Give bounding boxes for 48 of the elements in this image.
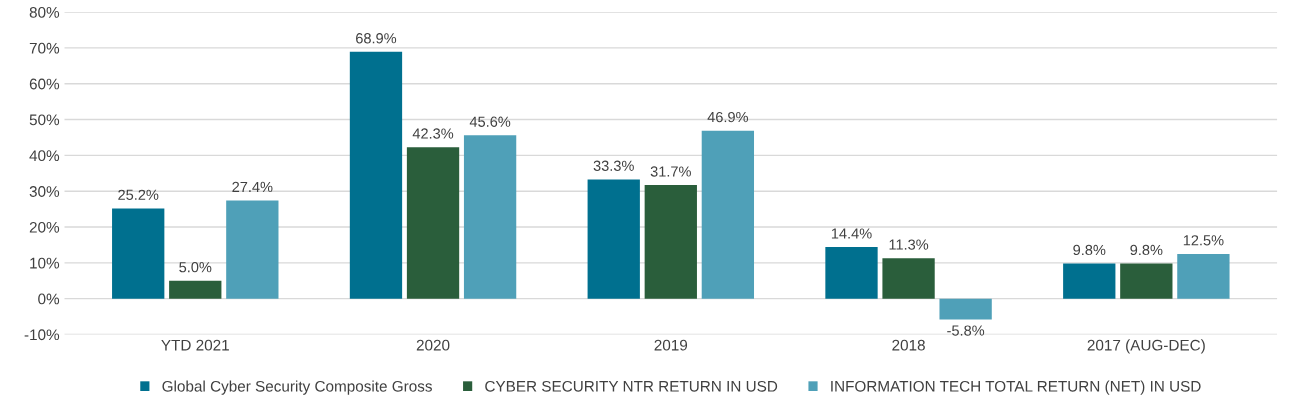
bar — [169, 280, 222, 299]
bar — [1120, 263, 1173, 299]
legend-label: CYBER SECURITY NTR RETURN IN USD — [485, 380, 778, 392]
bar — [1177, 253, 1230, 299]
bar — [939, 298, 992, 320]
y-tick-label: -10% — [24, 329, 60, 341]
data-label: 25.2% — [118, 189, 159, 200]
data-label: 9.8% — [1073, 244, 1106, 256]
bar — [825, 247, 878, 299]
x-tick-label: 2019 — [654, 339, 688, 351]
bar — [644, 185, 697, 299]
data-label: 9.8% — [1130, 244, 1163, 256]
x-tick-label: 2017 (AUG-DEC) — [1087, 339, 1205, 354]
data-label: 42.3% — [412, 128, 454, 139]
y-tick-label: 0% — [38, 293, 60, 305]
bar — [112, 208, 165, 299]
y-tick-label: 70% — [29, 42, 60, 54]
y-tick-label: 50% — [29, 114, 60, 126]
bar — [349, 51, 403, 299]
y-tick-label: 40% — [29, 150, 60, 162]
bar — [226, 200, 279, 299]
y-tick-label: 10% — [30, 257, 60, 269]
bar — [701, 130, 755, 299]
y-tick-label: 80% — [29, 6, 60, 18]
data-label: 12.5% — [1183, 235, 1224, 246]
y-tick-label: 30% — [29, 186, 60, 197]
data-label: 45.6% — [469, 116, 511, 127]
data-label: 46.9% — [707, 111, 749, 123]
data-label: 27.4% — [232, 181, 273, 193]
x-tick-label: 2020 — [416, 339, 450, 351]
data-label: 11.3% — [889, 239, 929, 250]
x-tick-label: 2018 — [892, 339, 925, 351]
bar — [1063, 263, 1116, 299]
legend-label: INFORMATION TECH TOTAL RETURN (NET) IN USD — [831, 380, 1201, 395]
data-label: 33.3% — [593, 160, 634, 171]
legend-label: Global Cyber Security Composite Gross — [162, 380, 432, 395]
data-label: 68.9% — [356, 33, 397, 44]
bar — [882, 258, 935, 299]
bar — [463, 135, 517, 299]
bar — [587, 179, 640, 299]
x-tick-label: YTD 2021 — [161, 339, 229, 351]
bar — [406, 147, 460, 299]
y-tick-label: 20% — [29, 221, 60, 233]
data-label: 14.4% — [831, 228, 872, 239]
data-label: -5.8% — [947, 325, 985, 336]
y-tick-label: 60% — [29, 78, 60, 90]
data-label: 31.7% — [650, 166, 691, 177]
data-label: 5.0% — [179, 261, 212, 273]
